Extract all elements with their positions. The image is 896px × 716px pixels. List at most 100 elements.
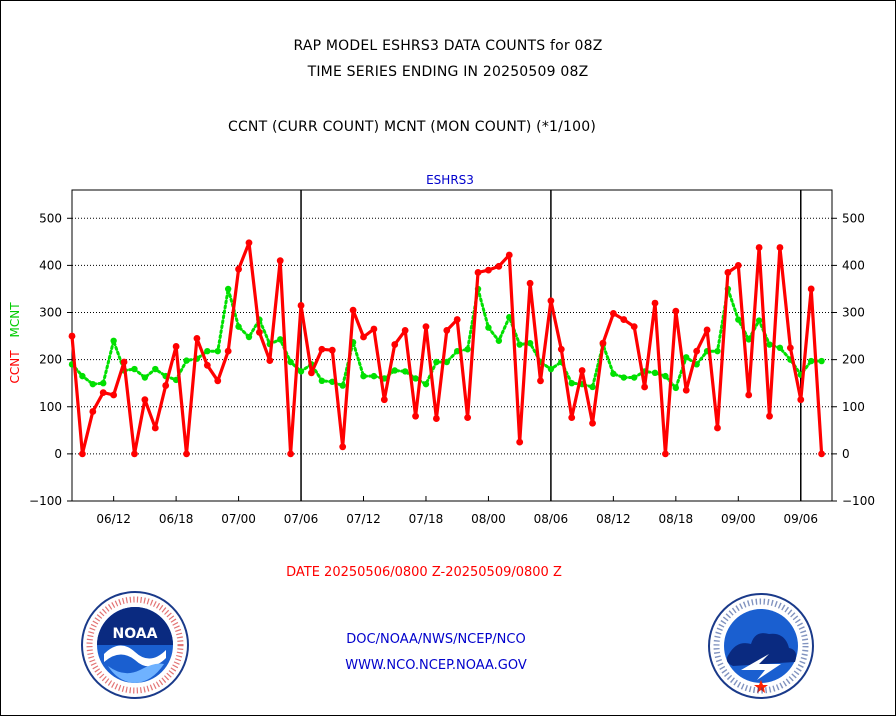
data-point-ccnt xyxy=(620,316,628,323)
data-point-mcnt xyxy=(745,336,752,343)
data-point-mcnt xyxy=(766,341,773,348)
data-point-ccnt xyxy=(412,412,419,420)
data-point-ccnt xyxy=(807,285,815,293)
data-point-mcnt xyxy=(776,344,784,352)
data-point-mcnt xyxy=(516,341,523,348)
plot-label: ESHRS3 xyxy=(426,173,474,187)
data-point-ccnt xyxy=(214,377,222,385)
data-point-ccnt xyxy=(786,344,794,352)
y-axis-label-mcnt: MCNT xyxy=(8,302,22,338)
data-point-ccnt xyxy=(79,450,86,458)
x-tick-label: 07/06 xyxy=(284,512,319,526)
data-point-ccnt xyxy=(547,297,555,305)
data-point-mcnt xyxy=(224,285,232,293)
data-point-ccnt xyxy=(516,438,524,446)
data-point-ccnt xyxy=(255,328,263,336)
data-point-mcnt xyxy=(110,337,117,344)
data-point-mcnt xyxy=(79,372,86,380)
data-point-ccnt xyxy=(464,414,472,421)
credit-line-1[interactable]: DOC/NOAA/NWS/NCEP/NCO xyxy=(346,632,526,647)
data-point-ccnt xyxy=(224,347,232,355)
data-point-ccnt xyxy=(537,377,544,385)
chart-title: RAP MODEL ESHRS3 DATA COUNTS for 08Z xyxy=(293,38,603,54)
data-point-ccnt xyxy=(485,266,492,274)
data-point-mcnt xyxy=(318,377,326,385)
data-point-ccnt xyxy=(349,306,357,314)
data-point-ccnt xyxy=(276,257,284,265)
data-point-ccnt xyxy=(495,262,503,270)
data-point-mcnt xyxy=(297,368,305,375)
y-tick-label-right: 400 xyxy=(842,258,865,272)
data-point-ccnt xyxy=(714,424,721,432)
y-tick-label-left: 400 xyxy=(39,258,62,272)
data-point-ccnt xyxy=(609,310,617,317)
data-point-ccnt xyxy=(818,450,825,458)
data-point-ccnt xyxy=(391,341,399,348)
chart-legend-description: CCNT (CURR COUNT) MCNT (MON COUNT) (*1/1… xyxy=(227,119,597,135)
data-point-ccnt xyxy=(505,251,513,259)
data-point-mcnt xyxy=(526,339,534,347)
data-point-ccnt xyxy=(235,265,242,273)
credit-line-2[interactable]: WWW.NCO.NCEP.NOAA.GOV xyxy=(345,658,527,673)
data-point-ccnt xyxy=(328,346,336,354)
data-point-mcnt xyxy=(506,314,513,321)
data-point-ccnt xyxy=(380,396,388,404)
data-point-mcnt xyxy=(412,375,419,382)
data-point-mcnt xyxy=(464,346,471,353)
data-point-ccnt xyxy=(589,419,596,427)
x-tick-label: 07/18 xyxy=(409,512,444,526)
data-point-mcnt xyxy=(589,383,596,391)
data-point-ccnt xyxy=(370,325,378,333)
data-point-mcnt xyxy=(433,358,440,366)
data-point-mcnt xyxy=(755,317,763,324)
data-point-mcnt xyxy=(818,357,825,365)
data-point-ccnt xyxy=(693,347,701,355)
data-point-mcnt xyxy=(277,336,284,343)
data-point-ccnt xyxy=(641,383,649,391)
data-point-mcnt xyxy=(141,374,149,381)
noaa-logo-icon: NOAA xyxy=(81,591,189,699)
data-point-ccnt xyxy=(308,369,315,377)
data-point-ccnt xyxy=(432,415,440,422)
data-point-mcnt xyxy=(131,365,138,373)
data-point-ccnt xyxy=(297,302,305,309)
data-point-ccnt xyxy=(131,450,138,458)
x-tick-label: 07/12 xyxy=(346,512,381,526)
data-point-ccnt xyxy=(422,323,430,331)
data-point-mcnt xyxy=(672,384,680,392)
data-point-ccnt xyxy=(682,386,690,394)
y-tick-label-right: 0 xyxy=(842,447,850,461)
data-point-ccnt xyxy=(99,389,107,397)
data-point-ccnt xyxy=(453,316,461,323)
data-point-ccnt xyxy=(141,396,149,404)
y-tick-label-left: 200 xyxy=(39,353,62,367)
x-tick-label: 09/06 xyxy=(783,512,818,526)
data-point-ccnt xyxy=(599,339,607,347)
data-point-mcnt xyxy=(422,380,430,388)
data-point-mcnt xyxy=(568,379,575,387)
y-tick-label-right: 500 xyxy=(842,211,865,225)
data-point-mcnt xyxy=(235,323,242,330)
data-point-mcnt xyxy=(683,354,690,361)
x-tick-label: 08/00 xyxy=(471,512,506,526)
data-point-mcnt xyxy=(401,368,409,375)
y-tick-label-left: 0 xyxy=(54,447,62,461)
data-point-ccnt xyxy=(651,299,659,307)
data-point-ccnt xyxy=(266,357,274,364)
data-point-ccnt xyxy=(568,414,576,421)
noaa-logo-text: NOAA xyxy=(113,626,158,642)
y-axis-label-ccnt: CCNT xyxy=(8,350,22,384)
vertical-reference-lines xyxy=(300,190,802,501)
data-point-mcnt xyxy=(214,347,221,355)
data-point-mcnt xyxy=(662,372,669,380)
x-tick-label: 07/00 xyxy=(221,512,256,526)
data-point-mcnt xyxy=(245,333,253,341)
data-point-mcnt xyxy=(651,369,659,377)
data-point-mcnt xyxy=(183,357,190,364)
data-point-ccnt xyxy=(318,345,326,353)
data-point-ccnt xyxy=(120,358,128,366)
data-point-ccnt xyxy=(526,279,534,287)
data-point-ccnt xyxy=(172,343,180,350)
data-point-ccnt xyxy=(203,361,211,369)
